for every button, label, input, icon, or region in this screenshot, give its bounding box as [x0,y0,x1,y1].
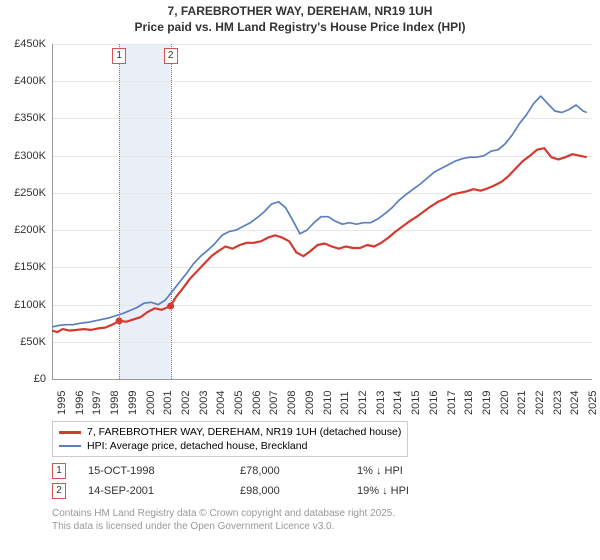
legend-item: HPI: Average price, detached house, Brec… [59,439,401,453]
footer-line2: This data is licensed under the Open Gov… [52,520,395,533]
x-tick-label: 2020 [499,391,511,415]
y-tick-label: £150K [0,261,46,273]
legend-swatch [59,445,81,447]
x-tick-label: 2025 [587,391,599,415]
legend-item: 7, FAREBROTHER WAY, DEREHAM, NR19 1UH (d… [59,425,401,439]
x-tick-label: 2012 [357,391,369,415]
row-price: £98,000 [240,485,335,497]
x-tick-label: 2002 [180,391,192,415]
x-tick-label: 2007 [268,391,280,415]
x-tick-label: 1998 [109,391,121,415]
x-tick-label: 2011 [339,391,351,415]
y-tick-label: £450K [0,38,46,50]
transactions-table: 1 15-OCT-1998 £78,000 1% ↓ HPI 2 14-SEP-2001 £… [52,461,447,501]
footer-line1: Contains HM Land Registry data © Crown c… [52,507,395,520]
legend-label: HPI: Average price, detached house, Brec… [87,440,307,452]
x-tick-label: 1996 [74,391,86,415]
footer-attribution: Contains HM Land Registry data © Crown c… [52,507,395,533]
x-tick-label: 2006 [251,391,263,415]
x-tick-label: 2014 [392,391,404,415]
x-tick-label: 2004 [215,391,227,415]
x-tick-label: 2009 [304,391,316,415]
title-line1: 7, FAREBROTHER WAY, DEREHAM, NR19 1UH [0,4,600,20]
x-tick-label: 2024 [569,391,581,415]
y-tick-label: £100K [0,299,46,311]
y-tick-label: £250K [0,187,46,199]
row-date: 14-SEP-2001 [88,485,218,497]
x-tick-label: 2008 [286,391,298,415]
row-diff: 19% ↓ HPI [357,485,447,497]
x-tick-label: 2010 [322,391,334,415]
x-tick-label: 1995 [56,391,68,415]
x-axis [52,379,592,380]
transaction-row: 2 14-SEP-2001 £98,000 19% ↓ HPI [52,481,447,501]
legend: 7, FAREBROTHER WAY, DEREHAM, NR19 1UH (d… [52,421,408,457]
title-line2: Price paid vs. HM Land Registry's House … [0,20,600,36]
transaction-row: 1 15-OCT-1998 £78,000 1% ↓ HPI [52,461,447,481]
x-tick-label: 2022 [534,391,546,415]
series-hpi [52,96,587,327]
y-tick-label: £50K [0,336,46,348]
x-tick-label: 2005 [233,391,245,415]
x-tick-label: 2003 [198,391,210,415]
row-marker: 1 [52,463,66,479]
y-tick-label: £200K [0,224,46,236]
series-svg [52,44,592,379]
row-diff: 1% ↓ HPI [357,465,447,477]
x-tick-label: 2013 [375,391,387,415]
row-date: 15-OCT-1998 [88,465,218,477]
row-marker: 2 [52,483,66,499]
sale-marker [167,303,174,310]
y-tick-label: £350K [0,112,46,124]
x-tick-label: 2015 [410,391,422,415]
x-tick-label: 2019 [481,391,493,415]
chart-title: 7, FAREBROTHER WAY, DEREHAM, NR19 1UH Pr… [0,0,600,35]
x-tick-label: 2001 [162,391,174,415]
y-tick-label: £0 [0,373,46,385]
legend-swatch [59,431,81,434]
x-tick-label: 1999 [127,391,139,415]
x-tick-label: 2017 [446,391,458,415]
plot-area: 12 [52,44,592,379]
x-tick-label: 2016 [428,391,440,415]
x-tick-label: 2023 [552,391,564,415]
series-price_paid [52,148,587,332]
legend-label: 7, FAREBROTHER WAY, DEREHAM, NR19 1UH (d… [87,426,401,438]
y-tick-label: £400K [0,75,46,87]
x-tick-label: 1997 [91,391,103,415]
x-tick-label: 2000 [145,391,157,415]
y-tick-label: £300K [0,150,46,162]
x-tick-label: 2018 [463,391,475,415]
chart-container: 7, FAREBROTHER WAY, DEREHAM, NR19 1UH Pr… [0,0,600,560]
row-price: £78,000 [240,465,335,477]
x-tick-label: 2021 [516,391,528,415]
sale-marker [116,317,123,324]
